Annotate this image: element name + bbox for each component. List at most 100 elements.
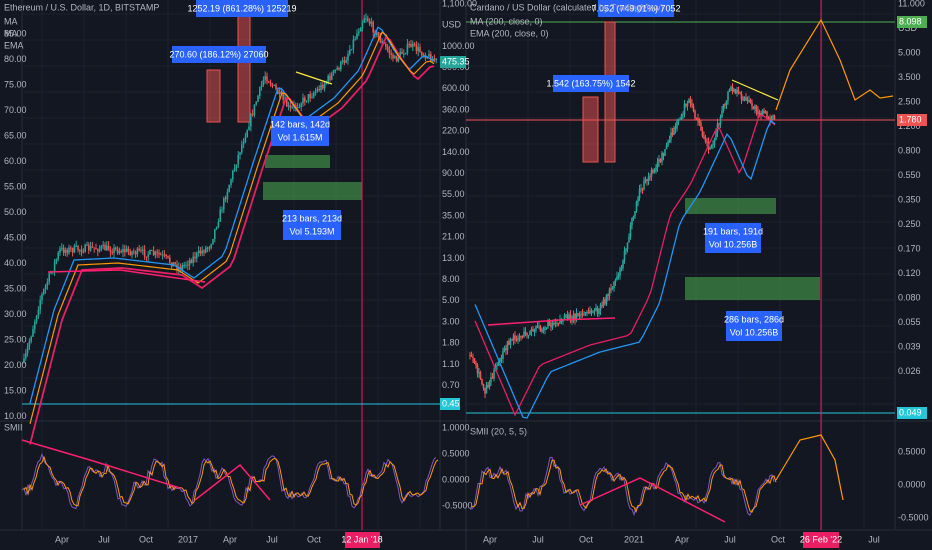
candle [320,84,322,91]
price-axis-label: 13.00 [442,253,465,263]
candle [122,249,124,253]
candle [334,69,337,71]
candle [598,310,600,314]
candle [689,99,692,104]
candle [502,350,504,359]
candle [518,336,521,339]
candle [82,251,85,253]
candle [584,312,587,314]
candle [617,275,620,277]
candle [307,94,310,101]
candle [203,250,205,253]
candle [152,250,155,256]
measure-label [598,0,674,17]
price-tag-text: 1.780 [899,114,922,124]
price-tag [897,407,927,419]
title: Cardano / US Dollar (calculated by Tradi… [470,2,663,12]
candle [143,249,146,257]
candle [650,169,653,177]
candle [430,54,432,62]
candle [154,251,157,256]
candle [538,326,540,328]
candle [520,336,522,338]
candle [340,61,342,70]
candle [745,97,747,100]
candle [521,336,524,338]
candle [559,319,561,324]
range-label-text: Vol 1.615M [277,132,322,142]
candle [724,104,726,106]
candle [115,247,117,250]
candle [649,176,651,178]
candle [592,311,594,313]
candle [298,106,301,108]
candle [490,377,492,382]
candle [241,144,243,153]
price-axis-label: 90.00 [442,168,465,178]
candle [367,18,369,22]
candle [113,247,115,254]
candle [66,249,68,254]
candle [53,262,56,272]
candle [107,245,110,251]
left-scale-label: 65.00 [4,130,27,140]
candle [656,162,659,168]
arrow [487,317,616,326]
candle [397,57,400,62]
candle [415,44,418,52]
candle [767,117,770,120]
range-box [263,182,362,200]
candle [700,123,702,131]
date-tag [803,532,839,548]
candle [748,99,750,102]
candle [381,41,383,43]
candle [722,104,725,111]
candle [535,326,537,330]
price-axis-label: 220.00 [442,126,470,136]
price-axis-label: USD [442,20,462,30]
left-scale-label: 25.00 [4,334,27,344]
candle [694,110,696,119]
price-axis-label: 0.550 [898,170,921,180]
candle [275,84,277,90]
candle [385,43,387,47]
indicator: MA [4,28,18,38]
candle [718,123,720,125]
price-tag-text: 0.049 [899,407,922,417]
candle [100,245,103,249]
candle [704,138,707,142]
price-axis-label: 1.80 [442,338,460,348]
candle [577,313,579,316]
candle [318,88,320,91]
candle [187,264,189,266]
candle [620,267,623,269]
trend-line [731,79,779,101]
osc-signal [23,455,439,507]
candle [511,339,513,341]
candle [372,21,374,33]
candle [623,251,626,261]
candle [197,250,200,253]
candle [554,323,557,325]
candle [605,294,608,304]
candle [73,245,76,253]
candle [509,339,512,345]
candle [120,251,122,253]
ma-line [474,114,776,417]
candle [206,247,209,249]
candle [539,326,542,332]
candle [622,260,624,268]
candle [406,43,409,54]
candle [746,99,749,102]
candle [97,249,99,252]
candle [316,88,319,92]
candle [761,110,764,116]
candle [212,238,214,245]
candle [479,372,482,379]
time-label: Jul [868,534,880,544]
range-label [705,223,761,253]
candle [481,378,483,385]
candle [637,198,639,203]
osc-line [469,456,775,517]
